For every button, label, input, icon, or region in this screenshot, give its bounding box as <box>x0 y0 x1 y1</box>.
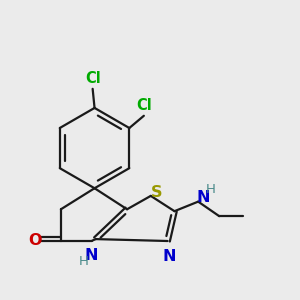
Text: Cl: Cl <box>137 98 152 113</box>
Text: S: S <box>151 185 162 200</box>
Text: H: H <box>79 255 89 268</box>
Text: H: H <box>206 183 215 196</box>
Text: O: O <box>28 233 42 248</box>
Text: N: N <box>163 249 176 264</box>
Text: Cl: Cl <box>85 71 100 86</box>
Text: N: N <box>196 190 209 205</box>
Text: N: N <box>85 248 98 262</box>
